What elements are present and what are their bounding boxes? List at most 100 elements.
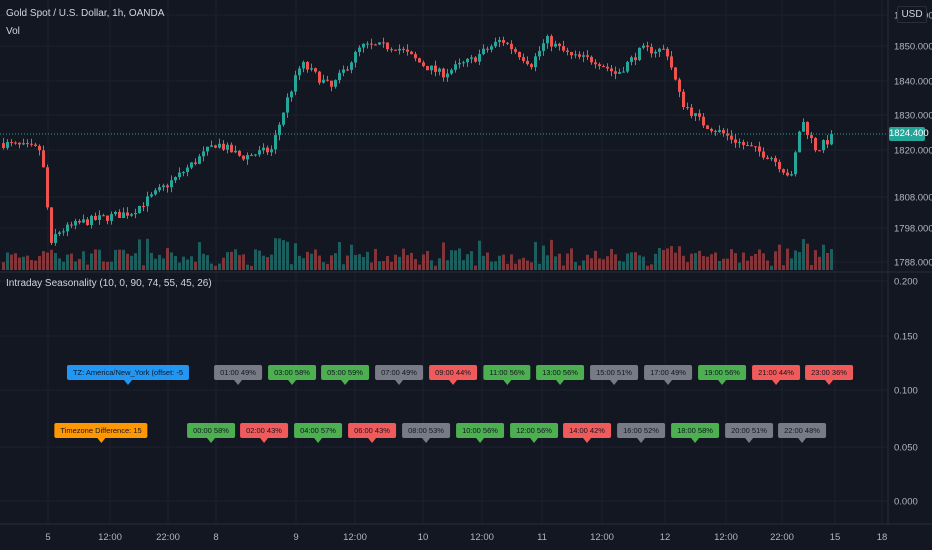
candle-body bbox=[742, 142, 745, 146]
candle-body bbox=[542, 43, 545, 51]
candle-body bbox=[118, 211, 121, 219]
volume-bar bbox=[94, 249, 97, 270]
candle-body bbox=[450, 69, 453, 74]
candle-body bbox=[438, 68, 441, 72]
volume-bar bbox=[234, 249, 237, 270]
volume-bar bbox=[310, 253, 313, 270]
candle-body bbox=[94, 215, 97, 220]
volume-bar bbox=[682, 255, 685, 270]
candle-body bbox=[286, 97, 289, 113]
candle-body bbox=[254, 154, 257, 156]
candle-body bbox=[46, 167, 49, 208]
volume-legend[interactable]: Vol bbox=[6, 26, 20, 37]
volume-bar bbox=[494, 261, 497, 270]
candle-body bbox=[610, 68, 613, 72]
candle-body bbox=[86, 219, 89, 225]
candle-body bbox=[278, 124, 281, 136]
candle-body bbox=[522, 57, 525, 61]
seasonality-label: TZ: America/New_York (offset: -5 bbox=[66, 365, 190, 385]
symbol-title[interactable]: Gold Spot / U.S. Dollar, 1h, OANDA bbox=[6, 8, 165, 19]
seasonality-label: 19:00 56% bbox=[698, 365, 746, 385]
candle-body bbox=[226, 144, 229, 150]
volume-bar bbox=[618, 260, 621, 270]
candle-body bbox=[502, 39, 505, 43]
indicator-tick-label: 0.050 bbox=[894, 443, 918, 454]
volume-bar bbox=[730, 249, 733, 270]
candle-body bbox=[618, 72, 621, 74]
volume-bar bbox=[774, 251, 777, 270]
volume-bar bbox=[650, 264, 653, 270]
volume-bar bbox=[146, 238, 149, 270]
seasonality-label: 11:00 56% bbox=[483, 365, 531, 385]
volume-bar bbox=[698, 250, 701, 270]
volume-bar bbox=[46, 252, 49, 270]
seasonality-label: 15:00 51% bbox=[590, 365, 638, 385]
candle-body bbox=[78, 220, 81, 223]
indicator-axis: 0.200 0.150 0.100 0.050 0.000 bbox=[894, 277, 918, 508]
volume-bar bbox=[766, 260, 769, 270]
volume-bar bbox=[182, 256, 185, 270]
candle-body bbox=[798, 131, 801, 153]
current-price-tag: 1824.400 bbox=[889, 127, 929, 141]
candle-body bbox=[482, 48, 485, 55]
volume-bar bbox=[10, 254, 13, 270]
volume-bar bbox=[106, 261, 109, 270]
volume-bar bbox=[290, 264, 293, 270]
volume-bar bbox=[274, 238, 277, 270]
volume-bar bbox=[374, 248, 377, 270]
candle-body bbox=[830, 133, 833, 145]
indicator-title[interactable]: Intraday Seasonality (10, 0, 90, 74, 55,… bbox=[6, 278, 212, 289]
candle-body bbox=[102, 215, 105, 217]
time-tick-label: 12:00 bbox=[470, 532, 494, 543]
candle-body bbox=[398, 48, 401, 51]
volume-bar bbox=[154, 258, 157, 270]
candle-body bbox=[194, 162, 197, 164]
volume-bar bbox=[278, 238, 281, 270]
candle-body bbox=[790, 174, 793, 176]
currency-button[interactable]: USD bbox=[897, 6, 927, 23]
seasonality-label: 00:00 58% bbox=[187, 423, 235, 443]
candle-body bbox=[582, 55, 585, 57]
volume-bar bbox=[98, 249, 101, 270]
volume-bar bbox=[14, 253, 17, 270]
candle-body bbox=[650, 46, 653, 54]
candle-body bbox=[778, 161, 781, 170]
candle-body bbox=[566, 50, 569, 52]
candle-body bbox=[30, 143, 33, 145]
seasonality-label: 05:00 59% bbox=[321, 365, 369, 385]
candle-body bbox=[674, 67, 677, 80]
candle-body bbox=[410, 51, 413, 55]
candle-body bbox=[50, 207, 53, 243]
volume-bar bbox=[482, 255, 485, 270]
volume-bar bbox=[462, 260, 465, 270]
candle-body bbox=[106, 215, 109, 221]
volume-bar bbox=[386, 255, 389, 270]
candle-body bbox=[338, 72, 341, 81]
time-tick-label: 12:00 bbox=[714, 532, 738, 543]
candle-body bbox=[166, 185, 169, 188]
volume-bar bbox=[54, 253, 57, 270]
seasonality-label: 08:00 53% bbox=[402, 423, 450, 443]
candle-body bbox=[10, 142, 13, 144]
candle-body bbox=[506, 42, 509, 44]
candle-body bbox=[158, 187, 161, 191]
volume-bar bbox=[694, 253, 697, 270]
volume-bar bbox=[674, 252, 677, 270]
candle-body bbox=[826, 140, 829, 145]
candle-body bbox=[726, 133, 729, 136]
seasonality-label: 07:00 49% bbox=[375, 365, 423, 385]
time-tick-label: 12:00 bbox=[98, 532, 122, 543]
candle-body bbox=[262, 147, 265, 151]
candle-body bbox=[686, 107, 689, 109]
volume-bar bbox=[306, 251, 309, 270]
volume-bar bbox=[214, 265, 217, 270]
volume-bar bbox=[750, 256, 753, 270]
volume-bar bbox=[174, 255, 177, 270]
candle-body bbox=[218, 143, 221, 148]
candle-body bbox=[658, 48, 661, 52]
volume-bar bbox=[326, 263, 329, 270]
seasonality-label: 18:00 58% bbox=[671, 423, 719, 443]
volume-bar bbox=[798, 252, 801, 270]
time-tick-label: 12:00 bbox=[590, 532, 614, 543]
